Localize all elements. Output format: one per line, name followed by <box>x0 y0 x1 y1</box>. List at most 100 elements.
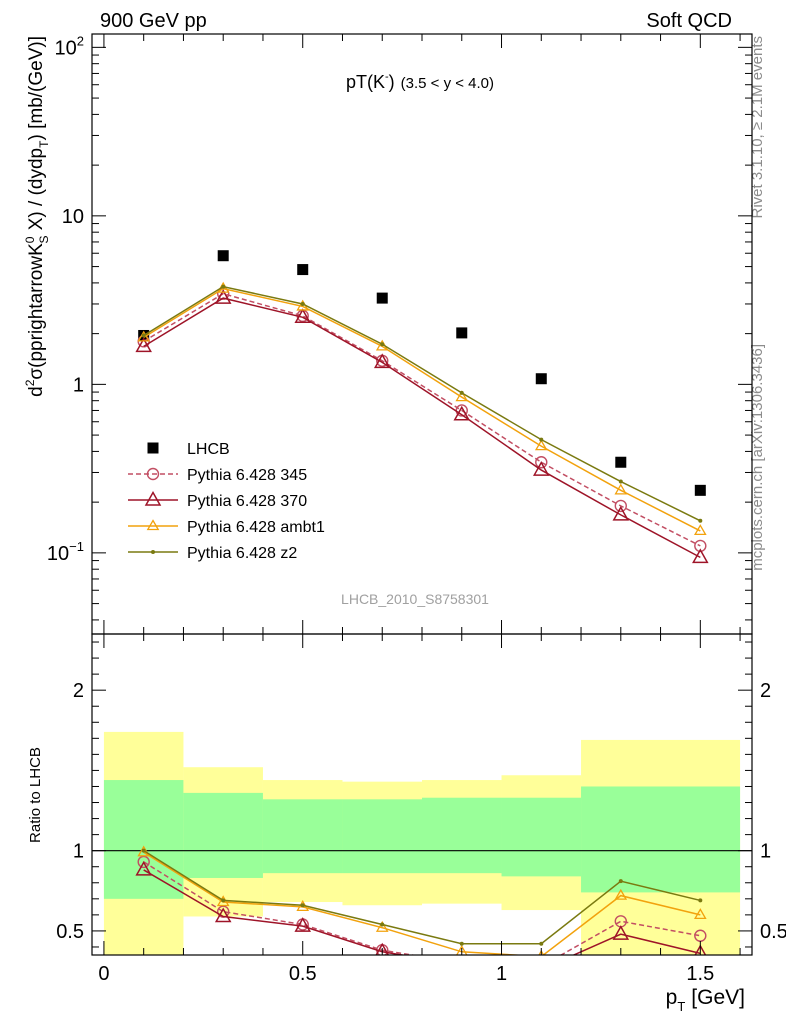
legend-label: Pythia 6.428 z2 <box>187 545 297 562</box>
series-pythia-6-428-370 <box>135 289 709 564</box>
ratio-point <box>455 944 468 955</box>
series-line <box>143 297 701 559</box>
ratio-y-tick-label-right: 2 <box>760 680 771 702</box>
legend-marker <box>146 467 160 481</box>
data-point <box>294 308 312 324</box>
data-point <box>694 484 706 496</box>
ratio-point <box>375 942 390 955</box>
data-point <box>693 524 707 536</box>
ratio-y-tick-label-right: 0.5 <box>760 921 786 943</box>
main-y-tick-label: 1 <box>73 374 84 396</box>
series-pythia-6-428-345 <box>137 287 707 553</box>
ratio-point <box>221 898 226 903</box>
ratio-axis-ticks <box>92 634 752 955</box>
data-point <box>300 301 305 306</box>
legend: LHCB Pythia 6.428 345 Pythia 6.428 370 Pyth… <box>128 441 325 562</box>
ratio-point <box>536 961 547 972</box>
legend-label: Pythia 6.428 370 <box>187 493 307 510</box>
main-title: pT(K-) (3.5 < y < 4.0) <box>346 71 494 92</box>
main-title-range: (3.5 < y < 4.0) <box>401 75 494 92</box>
legend-marker <box>147 442 159 454</box>
ratio-point <box>618 879 623 884</box>
data-point <box>615 456 627 468</box>
x-tick-label: 0.5 <box>289 963 317 985</box>
main-y-tick-label: 10−1 <box>47 539 84 565</box>
x-tick-label: 1 <box>496 963 507 985</box>
data-point <box>535 373 547 385</box>
ratio-point <box>137 845 151 857</box>
data-point <box>455 390 469 402</box>
ratio-point <box>694 944 707 955</box>
uncertainty-band-green <box>103 780 184 899</box>
main-title-sup: - <box>385 71 389 83</box>
main-y-tick-label: 10 <box>62 206 84 228</box>
ratio-point <box>534 962 548 975</box>
data-point <box>539 437 544 442</box>
data-point <box>214 289 232 304</box>
main-title-close: ) <box>389 72 395 92</box>
ratio-point <box>459 941 464 946</box>
ratio-line <box>143 850 701 945</box>
ratio-y-tick-label: 1 <box>73 841 84 863</box>
ratio-point <box>693 908 707 920</box>
ratio-point <box>380 922 385 927</box>
uncertainty-band-green <box>581 786 741 893</box>
main-y-tick-labels: 10−1 1 10 102 <box>47 33 84 565</box>
ratio-series-pythia-6-428-370 <box>135 860 707 975</box>
legend-entry: Pythia 6.428 z2 <box>128 545 297 562</box>
ratio-line <box>143 851 701 955</box>
main-axis-ticks <box>92 34 752 634</box>
uncertainty-band-green <box>342 799 422 874</box>
data-point <box>612 505 630 521</box>
data-point <box>698 518 703 523</box>
data-point <box>376 292 388 304</box>
x-tick-label: 1.5 <box>686 963 714 985</box>
ratio-panel: 0.5 0.5 1 1 2 2 0 0.5 1 1.5 Ratio to LHCB pT [GeV] <box>27 633 786 1014</box>
ratio-point <box>214 907 232 923</box>
ratio-y-tick-label: 2 <box>73 680 84 702</box>
data-point <box>137 330 151 342</box>
ratio-y-tick-label: 0.5 <box>56 921 84 943</box>
ratio-bands <box>103 731 741 955</box>
data-point <box>459 390 464 395</box>
data-point <box>456 327 468 339</box>
x-axis-label: pT [GeV] <box>666 986 745 1014</box>
ratio-point <box>294 917 312 932</box>
ratio-point <box>300 903 305 908</box>
uncertainty-band-green <box>422 797 502 874</box>
data-point <box>217 250 229 262</box>
data-point <box>297 264 309 276</box>
ratio-point <box>539 941 544 946</box>
x-tick-label: 0 <box>98 963 109 985</box>
ratio-point <box>456 958 467 969</box>
ratio-series-pythia-6-428-z2 <box>141 848 703 946</box>
ratio-point <box>455 957 469 970</box>
legend-entry: Pythia 6.428 345 <box>128 467 307 484</box>
ratio-tick-labels: 0.5 0.5 1 1 2 2 0 0.5 1 1.5 <box>56 680 786 985</box>
main-series-group <box>135 250 709 564</box>
ratio-point <box>141 848 146 853</box>
header-right: Soft QCD <box>646 10 732 32</box>
data-point <box>534 439 548 451</box>
ratio-series-group <box>135 845 707 975</box>
series-pythia-6-428-z2 <box>141 284 703 523</box>
main-title-main: pT <box>346 72 367 92</box>
data-point <box>373 353 391 369</box>
ratio-point <box>135 860 152 876</box>
legend-marker <box>146 519 160 531</box>
legend-entry: LHCB <box>147 441 230 458</box>
legend-label: LHCB <box>187 441 230 458</box>
main-frame <box>91 33 753 635</box>
legend-entry: Pythia 6.428 370 <box>128 490 307 510</box>
data-point <box>380 342 385 347</box>
data-point <box>135 337 152 353</box>
ratio-frame <box>91 633 753 956</box>
ratio-line <box>143 869 701 955</box>
uncertainty-band-green <box>501 797 582 877</box>
ratio-y-tick-label-right: 1 <box>760 841 771 863</box>
data-point <box>141 333 146 338</box>
legend-entry: Pythia 6.428 ambt1 <box>128 519 325 536</box>
series-line <box>143 292 701 547</box>
ratio-series-pythia-6-428-ambt1 <box>137 845 707 955</box>
